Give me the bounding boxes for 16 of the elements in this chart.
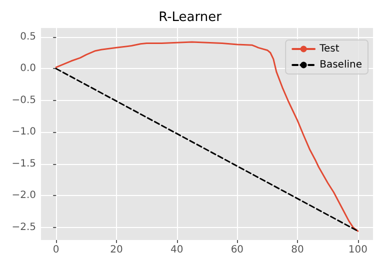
y-tick-label: −2.0 <box>12 190 36 202</box>
y-tick-label: −2.5 <box>12 222 36 233</box>
y-tick-label: 0.0 <box>20 63 36 74</box>
x-tick-label: 40 <box>170 244 184 256</box>
x-tick-label: 60 <box>230 244 244 256</box>
y-tick-label: −0.5 <box>12 94 36 106</box>
x-tick-label: 0 <box>52 244 60 256</box>
chart-title: R-Learner <box>158 10 222 25</box>
x-tick-label: 80 <box>291 244 304 256</box>
x-tick-label: 20 <box>110 244 123 256</box>
x-tick-label: 100 <box>348 244 368 256</box>
y-tick-label: −1.5 <box>12 158 36 170</box>
legend-label: Baseline <box>320 60 362 70</box>
y-tick-label: 0.5 <box>20 31 36 42</box>
y-tick-label: −1.0 <box>12 126 36 138</box>
legend-label: Test <box>318 44 340 54</box>
